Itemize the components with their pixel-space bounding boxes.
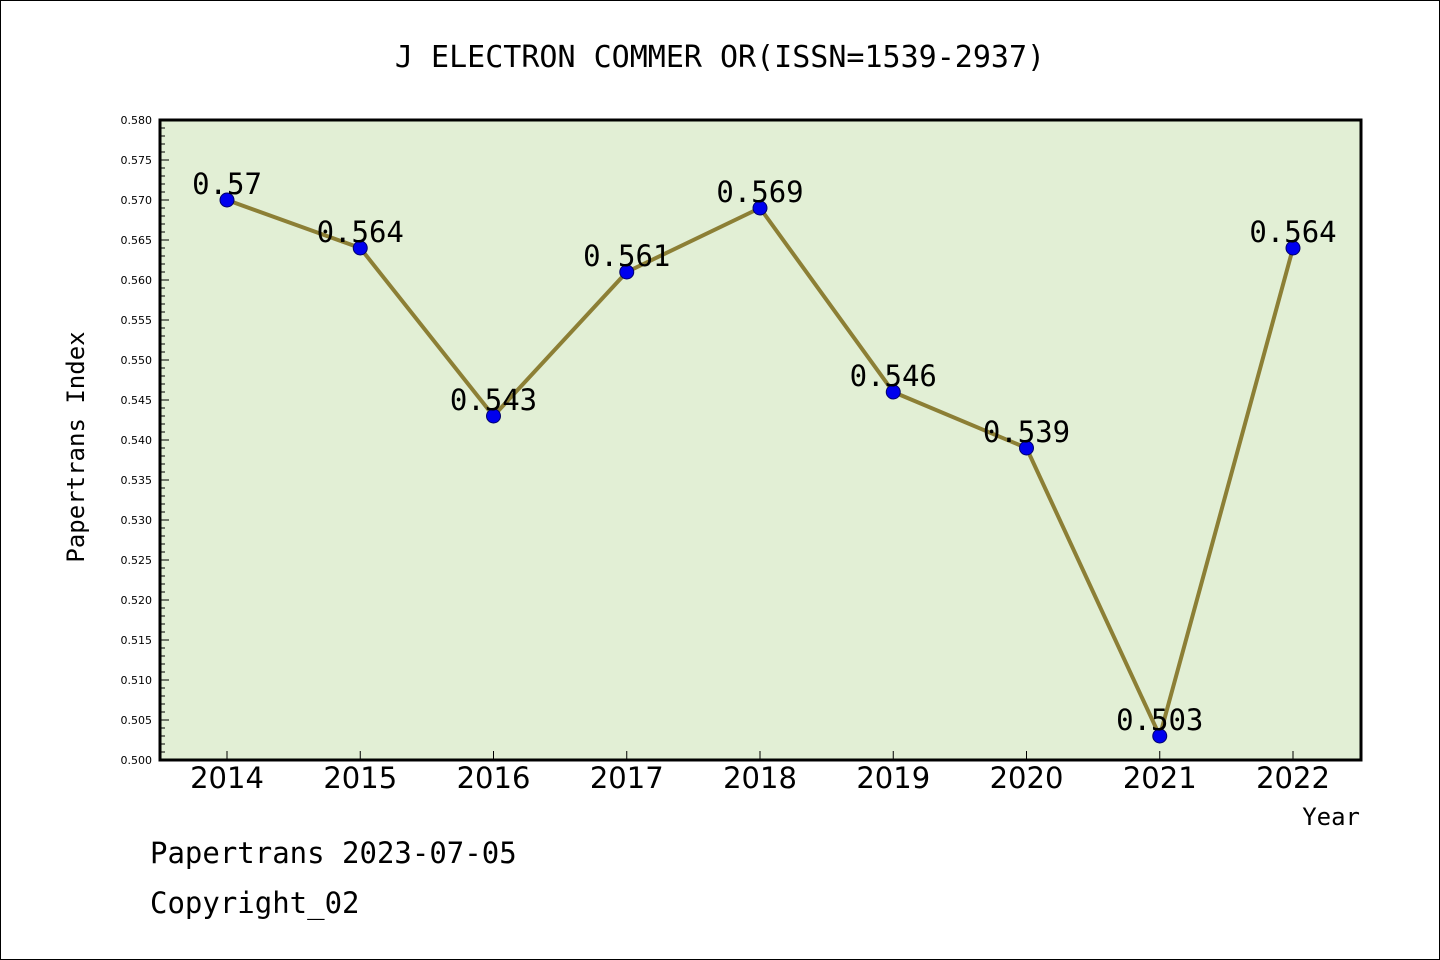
x-tick-label: 2017 — [590, 761, 664, 795]
x-tick-label: 2020 — [990, 761, 1064, 795]
plot-area — [158, 118, 1363, 762]
y-tick-label: 0.525 — [121, 554, 153, 567]
data-point — [619, 264, 635, 280]
data-point — [1285, 240, 1301, 256]
data-point — [885, 384, 901, 400]
y-tick-label: 0.530 — [121, 514, 153, 527]
y-tick-label: 0.575 — [121, 154, 153, 167]
data-label: 0.561 — [583, 239, 670, 273]
y-tick-label: 0.510 — [121, 674, 153, 687]
data-point — [1019, 440, 1034, 456]
x-axis: 2014 2015 2016 2017 2018 2019 2020 2021 2022 — [190, 751, 1330, 795]
y-tick-label: 0.520 — [121, 594, 153, 607]
data-point — [752, 200, 768, 216]
footer-date: Papertrans 2023-07-05 — [150, 836, 517, 870]
data-label: 0.57 — [192, 167, 262, 201]
y-tick-label: 0.550 — [121, 354, 153, 367]
y-tick-label: 0.545 — [121, 394, 153, 407]
x-tick-label: 2018 — [723, 761, 797, 795]
data-point — [219, 192, 235, 208]
data-label: 0.539 — [983, 415, 1070, 449]
chart-title: J ELECTRON COMMER OR(ISSN=1539-2937) — [395, 40, 1045, 75]
footer-copyright: Copyright_02 — [150, 886, 360, 920]
y-tick-label: 0.515 — [121, 634, 153, 647]
x-tick-label: 2015 — [323, 761, 397, 795]
x-tick-label: 2019 — [856, 761, 930, 795]
y-tick-label: 0.555 — [121, 314, 153, 327]
data-label: 0.564 — [317, 215, 404, 249]
data-label: 0.546 — [850, 359, 937, 393]
y-tick-label: 0.535 — [121, 474, 153, 487]
y-axis: 0.500 0.505 0.510 0.515 0.520 0.525 0.530 0.535… — [121, 114, 169, 767]
y-tick-label: 0.540 — [121, 434, 153, 447]
x-tick-label: 2021 — [1123, 761, 1197, 795]
y-tick-label: 0.565 — [121, 234, 153, 247]
x-tick-label: 2016 — [457, 761, 531, 795]
x-tick-label: 2014 — [190, 761, 264, 795]
y-tick-label: 0.570 — [121, 194, 153, 207]
data-label: 0.503 — [1116, 703, 1203, 737]
y-axis-label: Papertrans Index — [62, 331, 90, 562]
data-point — [486, 408, 501, 424]
data-point — [1152, 728, 1168, 744]
data-label: 0.564 — [1249, 215, 1336, 249]
y-tick-label: 0.500 — [121, 754, 153, 767]
x-axis-label: Year — [1302, 803, 1360, 831]
data-point — [352, 240, 368, 256]
data-label: 0.569 — [716, 175, 803, 209]
series-line-group: 0.57 0.564 0.543 0.561 0.569 0.546 0.539 0.503 0… — [192, 167, 1337, 744]
y-tick-label: 0.505 — [121, 714, 153, 727]
y-tick-label: 0.580 — [121, 114, 153, 127]
y-tick-label: 0.560 — [121, 274, 153, 287]
x-tick-label: 2022 — [1256, 761, 1330, 795]
data-label: 0.543 — [450, 383, 537, 417]
